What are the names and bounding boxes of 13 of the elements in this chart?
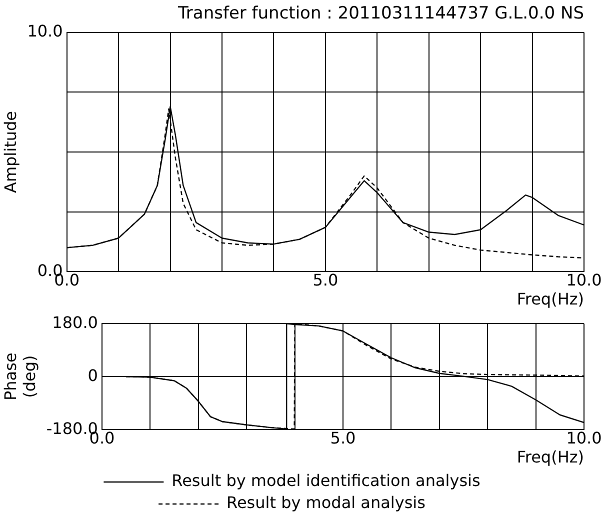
y-tick-label: 0: [88, 366, 98, 385]
x-tick-label: 5.0: [330, 428, 356, 448]
x-axis-title: Freq(Hz): [516, 448, 584, 467]
legend-label: Result by modal analysis: [226, 493, 426, 512]
x-tick-label: 10.0: [566, 270, 602, 290]
x-axis-title: Freq(Hz): [516, 290, 584, 309]
chart-title: Transfer function : 20110311144737 G.L.0.0 NS: [177, 4, 584, 24]
legend-label: Result by model identification analysis: [172, 471, 480, 490]
y-axis-title: Phase (deg): [0, 352, 39, 400]
y-axis-title: Amplitude: [0, 111, 20, 193]
x-tick-label: 5.0: [312, 270, 338, 290]
y-tick-label: 180.0: [52, 312, 98, 332]
x-tick-label: 10.0: [566, 428, 602, 448]
